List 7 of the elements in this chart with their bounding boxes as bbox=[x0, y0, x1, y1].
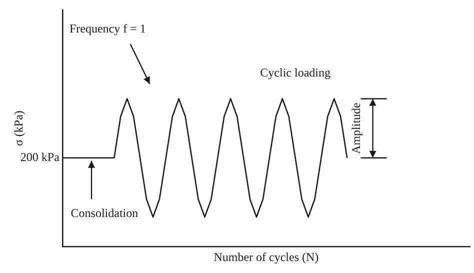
x-axis-title: Number of cycles (N) bbox=[214, 250, 319, 264]
text: Frequency f = 1 bbox=[69, 21, 146, 36]
annotation: Amplitude bbox=[348, 102, 363, 154]
y-axis-title: σ (kPa) bbox=[11, 110, 26, 146]
text: Cyclic loading bbox=[260, 66, 330, 80]
text: 200 kPa bbox=[20, 150, 60, 164]
annotation: Consolidation bbox=[70, 206, 138, 220]
